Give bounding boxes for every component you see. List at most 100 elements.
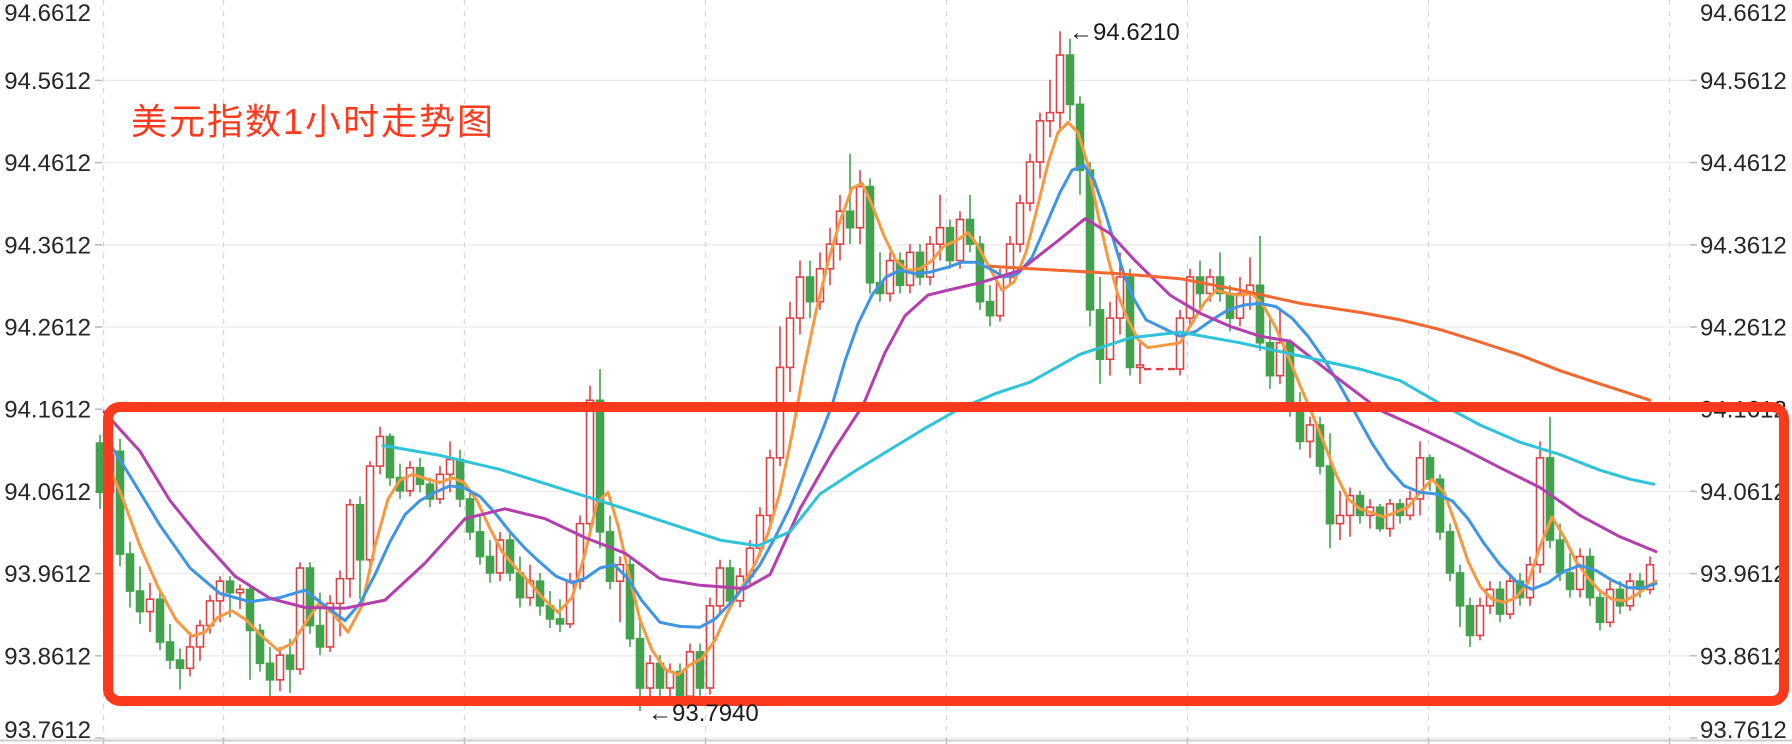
candle [1625,572,1635,611]
candle [1005,235,1015,286]
candle [305,562,315,634]
candle [1185,268,1195,327]
candle [845,153,855,245]
candle [985,285,995,327]
candle [695,643,705,702]
candle [165,623,175,670]
candle [1605,581,1615,628]
candle [285,638,295,693]
candle [345,498,355,598]
candle [445,441,455,493]
candle [385,433,395,486]
candle [1505,572,1515,619]
candle [1455,564,1465,628]
candle [475,515,485,565]
candle [515,556,525,608]
svg-text:93.7612: 93.7612 [1700,717,1787,744]
candle [1545,416,1555,549]
candle [1275,309,1285,384]
candle [1415,441,1425,516]
candle [265,646,275,697]
candle [335,570,345,637]
candle [915,244,925,286]
candle [1105,301,1115,376]
y-axis-right: 94.661294.561294.461294.361294.261294.16… [1700,0,1787,744]
svg-text:93.8612: 93.8612 [4,643,91,670]
candle [235,584,245,610]
high-annotation: ←94.6210 [1069,19,1180,46]
candle [485,540,495,583]
candle [1465,597,1475,647]
candle [435,466,445,504]
candle [1335,490,1345,541]
ma-magenta [102,217,1658,610]
chart-title: 美元指数1小时走势图 [131,101,496,142]
low-annotation: ←93.7940 [648,700,759,727]
svg-text:94.0612: 94.0612 [4,479,91,506]
candle [365,461,375,567]
candle [1645,556,1655,595]
svg-text:94.2612: 94.2612 [1700,315,1787,342]
candle [755,507,765,557]
ma-blue [102,163,1658,629]
candle [685,643,695,702]
candle [965,194,975,253]
candle [155,591,165,651]
candle [725,559,735,610]
candle [625,556,635,647]
candle [495,531,505,582]
svg-text:93.9612: 93.9612 [1700,561,1787,588]
candle [1035,112,1045,179]
candle [195,619,205,661]
candle [375,426,385,475]
candle [1385,498,1395,537]
candle [325,595,335,652]
candle [875,252,885,302]
candle [1295,392,1305,450]
candle [1475,597,1485,641]
svg-text:94.6612: 94.6612 [4,0,91,27]
svg-text:94.0612: 94.0612 [1700,479,1787,506]
candle [95,434,105,509]
candle [855,170,865,245]
ma-slow-orange [988,264,1652,402]
candle [405,461,415,497]
svg-text:94.1612: 94.1612 [4,397,91,424]
candle [1345,487,1355,537]
candle [835,194,845,261]
ma-fast-orange [102,121,1658,677]
candle [1445,523,1455,582]
candle [605,515,615,590]
candle [1045,79,1055,138]
svg-text:94.2612: 94.2612 [4,315,91,342]
candles-layer [95,31,1655,712]
candle [805,260,815,319]
candle [1135,342,1145,384]
candle [185,632,195,677]
svg-text:94.6612: 94.6612 [1700,0,1787,27]
candle [1215,252,1225,302]
svg-text:93.7612: 93.7612 [4,717,91,744]
candle [1235,277,1245,327]
svg-text:94.3612: 94.3612 [1700,232,1787,259]
candle [175,648,185,690]
candle [1565,553,1575,598]
candle [785,301,795,393]
highlight-box [103,402,1789,706]
candle [355,496,365,600]
candle [255,623,265,672]
candle [1015,194,1025,253]
svg-text:93.9612: 93.9612 [4,561,91,588]
candle [275,646,285,692]
candle [1195,260,1205,310]
candle [1435,474,1445,541]
candle [135,566,145,624]
ma-cyan [381,330,1656,548]
svg-text:93.8612: 93.8612 [1700,643,1787,670]
candle [1065,38,1075,121]
candle [1575,548,1585,598]
svg-text:94.5612: 94.5612 [1700,68,1787,95]
